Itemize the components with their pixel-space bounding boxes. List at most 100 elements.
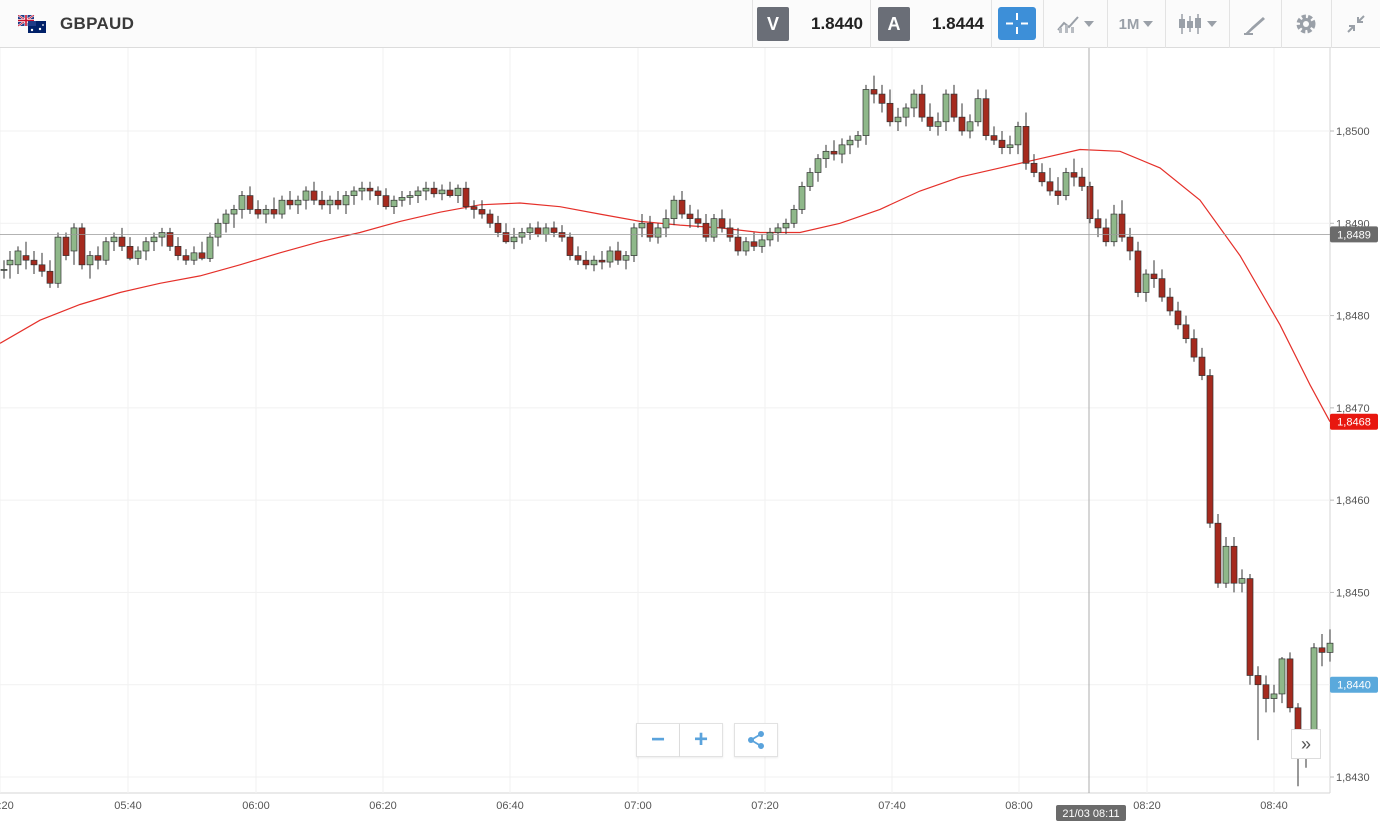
bullish-candle [1062, 172, 1070, 196]
bullish-candle [894, 116, 902, 123]
bearish-candle [726, 227, 734, 238]
bearish-candle [1230, 545, 1238, 584]
bearish-candle [78, 227, 86, 266]
scroll-to-end-button[interactable]: » [1291, 729, 1321, 759]
bullish-candle [942, 93, 950, 123]
bullish-candle [1222, 545, 1230, 584]
bearish-candle [310, 190, 318, 201]
bearish-candle [1166, 296, 1174, 312]
bullish-candle [438, 189, 446, 195]
bearish-candle [870, 89, 878, 95]
drawing-tools-icon [1244, 17, 1265, 35]
bearish-candle [1094, 218, 1102, 229]
settings-button[interactable] [1286, 0, 1326, 48]
bullish-candle [326, 199, 334, 206]
bullish-candle [1310, 647, 1318, 741]
bearish-candle [382, 195, 390, 208]
bearish-candle [1246, 578, 1254, 676]
bearish-candle [30, 259, 38, 266]
toolbar-divider [1331, 0, 1332, 48]
sell-price-box[interactable]: V 1.8440 [757, 0, 863, 48]
bullish-candle [390, 199, 398, 208]
bearish-candle [430, 187, 438, 195]
bullish-candle [1014, 126, 1022, 146]
bullish-candle [110, 236, 118, 243]
bearish-candle [446, 189, 454, 196]
bullish-candle [278, 199, 286, 215]
bullish-candle [974, 98, 982, 123]
price-chart[interactable]: 1,8430 1,8440 1,8450 1,8460 1,8470 1,8480 1,84… [0, 48, 1380, 822]
bearish-candle [1318, 647, 1326, 653]
toolbar-divider [1043, 0, 1044, 48]
bullish-candle [262, 209, 270, 215]
bullish-candle [542, 227, 550, 235]
bullish-candle [214, 222, 222, 238]
buy-price-box[interactable]: A 1.8444 [878, 0, 984, 48]
bearish-candle [1198, 356, 1206, 376]
gear-icon [1296, 14, 1316, 34]
bearish-candle [462, 187, 470, 208]
chart-type-button[interactable] [1170, 0, 1224, 48]
bullish-candle [350, 190, 358, 196]
instrument-symbol[interactable]: GBPAUD [17, 13, 134, 35]
bullish-candle [846, 139, 854, 146]
bullish-candle [238, 195, 246, 210]
buy-badge: A [878, 7, 910, 41]
buy-price: 1.8444 [932, 14, 984, 33]
y-tick-label: 1,8470 [1336, 403, 1370, 415]
sell-badge: V [757, 7, 789, 41]
x-tick-label: 05:20 [0, 800, 14, 812]
bearish-candle [926, 116, 934, 127]
bullish-candle [54, 236, 62, 284]
ma-value-label-bg [1330, 413, 1378, 430]
bearish-candle [1182, 324, 1190, 339]
bearish-candle [334, 199, 342, 206]
bullish-candle [230, 209, 238, 215]
bearish-candle [534, 227, 542, 235]
crosshair-price-label: 1,8489 [1337, 229, 1371, 241]
bearish-candle [878, 93, 886, 104]
bearish-candle [1022, 126, 1030, 164]
bearish-candle [1054, 190, 1062, 196]
timeframe-dropdown[interactable]: 1M [1112, 0, 1160, 48]
bearish-candle [558, 232, 566, 238]
bearish-candle [1070, 172, 1078, 178]
bullish-candle [1006, 144, 1014, 148]
bearish-candle [374, 190, 382, 196]
collapse-button[interactable] [1336, 0, 1376, 48]
bullish-candle [854, 135, 862, 141]
bearish-candle [502, 232, 510, 243]
bearish-candle [254, 209, 262, 215]
crosshair-button[interactable] [998, 7, 1036, 40]
zoom-controls: − + [636, 723, 723, 757]
bearish-candle [126, 246, 134, 259]
drawing-tools-button[interactable] [1234, 0, 1276, 48]
bearish-candle [1254, 675, 1262, 686]
indicators-button[interactable] [1048, 0, 1102, 48]
zoom-in-label: + [693, 726, 708, 753]
crosshair-price-label-bg [1330, 226, 1378, 243]
bullish-candle [606, 250, 614, 263]
zoom-in-button[interactable]: + [680, 723, 723, 757]
chart-toolbar: GBPAUD V 1.8440 A 1.8444 1M [0, 0, 1380, 48]
bullish-candle [510, 236, 518, 243]
bearish-candle [174, 246, 182, 256]
bearish-candle [22, 255, 30, 261]
zoom-out-button[interactable]: − [636, 723, 680, 757]
bearish-candle [734, 236, 742, 252]
share-button[interactable] [734, 723, 778, 757]
bearish-candle [478, 209, 486, 215]
bearish-candle [1150, 273, 1158, 280]
x-tick-label: 07:20 [751, 800, 779, 812]
bearish-candle [1102, 227, 1110, 243]
bearish-candle [1126, 236, 1134, 252]
bullish-candle [158, 232, 166, 238]
bullish-candle [590, 259, 598, 266]
bullish-candle [966, 121, 974, 132]
bearish-candle [998, 139, 1006, 148]
bearish-candle [318, 199, 326, 206]
bearish-candle [830, 150, 838, 155]
y-tick-label: 1,8450 [1336, 587, 1370, 599]
share-icon [748, 731, 764, 749]
bearish-candle [1286, 658, 1294, 709]
